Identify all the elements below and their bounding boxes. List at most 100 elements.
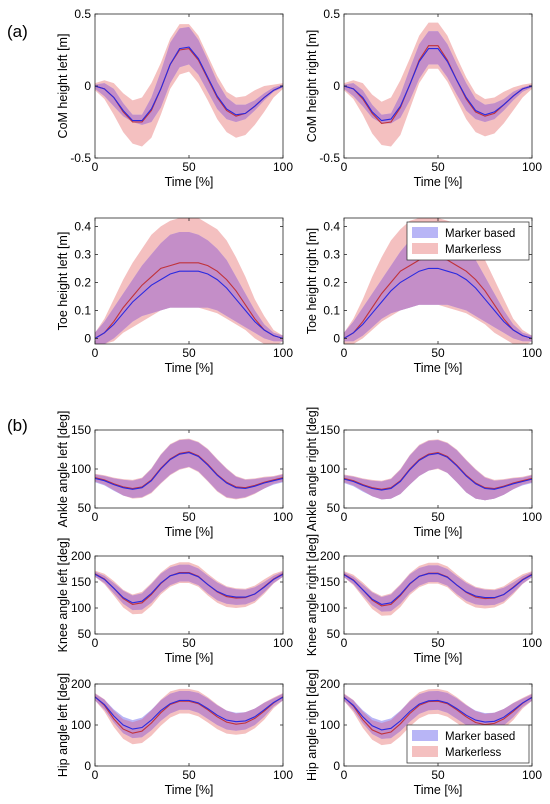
plot-area xyxy=(344,22,532,147)
x-axis-label: Time [%] xyxy=(414,361,463,375)
band-overlap xyxy=(95,564,283,611)
x-tick-label: 50 xyxy=(431,510,445,524)
plot-area xyxy=(344,439,532,501)
x-tick-label: 100 xyxy=(273,346,293,360)
chart-middle-left: 0 50 100 0 0.1 0.2 0.3 0.4 Time [%] Toe height le… xyxy=(56,217,293,375)
y-axis-label: Ankle angle right [deg] xyxy=(305,407,319,531)
y-axis-label: Hip angle right [deg] xyxy=(305,669,319,781)
y-tick-label: 0 xyxy=(333,79,340,93)
line-marker-based xyxy=(344,48,532,122)
plot-area xyxy=(95,24,283,147)
y-tick-label: 0 xyxy=(84,79,91,93)
band-overlap xyxy=(95,439,283,499)
y-tick-label: 50 xyxy=(78,627,92,641)
panel-label-b: (b) xyxy=(7,416,28,435)
legend-swatch xyxy=(412,730,438,741)
x-tick-label: 100 xyxy=(522,510,542,524)
y-tick-label: -0.5 xyxy=(70,151,91,165)
chart-middle-right: 0 50 100 0 0.1 0.2 0.3 0.4 Time [%] Toe height ri… xyxy=(305,217,542,375)
band-overlap xyxy=(344,31,532,124)
legend-swatch xyxy=(412,243,438,254)
y-axis-label: Hip angle left [deg] xyxy=(56,673,70,777)
y-tick-label: 0.2 xyxy=(323,275,340,289)
y-tick-label: 0 xyxy=(333,331,340,345)
legend-label: Markerless xyxy=(445,244,501,256)
y-tick-label: 0.1 xyxy=(74,303,91,317)
y-tick-label: 100 xyxy=(320,601,340,615)
y-axis-label: Ankle angle left [deg] xyxy=(56,411,70,528)
x-axis-label: Time [%] xyxy=(165,525,214,539)
y-tick-label: 0.4 xyxy=(74,219,91,233)
y-tick-label: 100 xyxy=(320,462,340,476)
x-tick-label: 50 xyxy=(182,160,196,174)
plot-area xyxy=(344,218,532,344)
y-tick-label: 0.2 xyxy=(74,275,91,289)
y-tick-label: 200 xyxy=(71,549,91,563)
y-tick-label: 0.3 xyxy=(74,247,91,261)
y-tick-label: -0.5 xyxy=(319,151,340,165)
y-tick-label: 150 xyxy=(320,423,340,437)
panel-label-a: (a) xyxy=(7,22,28,41)
y-tick-label: 0.3 xyxy=(323,247,340,261)
x-tick-label: 0 xyxy=(341,346,348,360)
y-tick-label: 150 xyxy=(71,575,91,589)
legend-label: Marker based xyxy=(445,228,515,240)
x-tick-label: 50 xyxy=(182,510,196,524)
plot-area xyxy=(95,438,283,500)
x-tick-label: 50 xyxy=(431,160,445,174)
y-axis-label: Knee angle left [deg] xyxy=(56,538,70,653)
x-tick-label: 0 xyxy=(92,768,99,782)
x-tick-label: 0 xyxy=(92,636,99,650)
x-tick-label: 0 xyxy=(92,510,99,524)
x-tick-label: 100 xyxy=(273,636,293,650)
x-tick-label: 100 xyxy=(522,768,542,782)
line-markerless xyxy=(95,696,283,734)
x-tick-label: 0 xyxy=(92,346,99,360)
x-tick-label: 50 xyxy=(182,768,196,782)
x-tick-label: 100 xyxy=(522,346,542,360)
y-tick-label: 0 xyxy=(84,331,91,345)
legend: Marker based Markerless xyxy=(406,724,530,764)
plot-area xyxy=(344,562,532,616)
y-tick-label: 50 xyxy=(327,501,341,515)
y-axis-label: CoM height left [m] xyxy=(56,34,70,139)
y-axis-label: CoM height right [m] xyxy=(305,30,319,143)
chart-row3-left: 0 50 100 0 100 200 Time [%] Hip angle left [deg… xyxy=(56,673,293,797)
y-tick-label: 100 xyxy=(71,601,91,615)
x-tick-label: 100 xyxy=(522,636,542,650)
line-marker-based xyxy=(95,452,283,490)
legend-swatch xyxy=(412,227,438,238)
line-marker-based xyxy=(344,573,532,605)
y-tick-label: 150 xyxy=(320,575,340,589)
plot-area xyxy=(95,218,283,344)
line-marker-based xyxy=(95,696,283,730)
legend-label: Marker based xyxy=(445,731,515,743)
x-axis-label: Time [%] xyxy=(165,175,214,189)
x-axis-label: Time [%] xyxy=(414,651,463,665)
x-axis-label: Time [%] xyxy=(165,783,214,797)
line-marker-based xyxy=(95,270,283,339)
x-axis-label: Time [%] xyxy=(414,525,463,539)
x-axis-label: Time [%] xyxy=(165,651,214,665)
line-marker-based xyxy=(95,46,283,122)
line-marker-based xyxy=(95,572,283,604)
y-tick-label: 50 xyxy=(327,627,341,641)
x-axis-label: Time [%] xyxy=(414,175,463,189)
chart-row3-right: 0 50 100 0 100 200 Time [%] Hip angle right [de… xyxy=(305,669,542,797)
y-tick-label: 200 xyxy=(320,677,340,691)
x-tick-label: 50 xyxy=(182,346,196,360)
band-overlap xyxy=(344,440,532,501)
x-tick-label: 0 xyxy=(341,160,348,174)
x-tick-label: 50 xyxy=(431,346,445,360)
y-axis-label: Knee angle right [deg] xyxy=(305,534,319,656)
y-tick-label: 100 xyxy=(71,718,91,732)
y-tick-label: 0 xyxy=(333,759,340,773)
line-marker-based xyxy=(344,267,532,339)
y-tick-label: 0.5 xyxy=(74,7,91,21)
plot-area xyxy=(95,562,283,615)
